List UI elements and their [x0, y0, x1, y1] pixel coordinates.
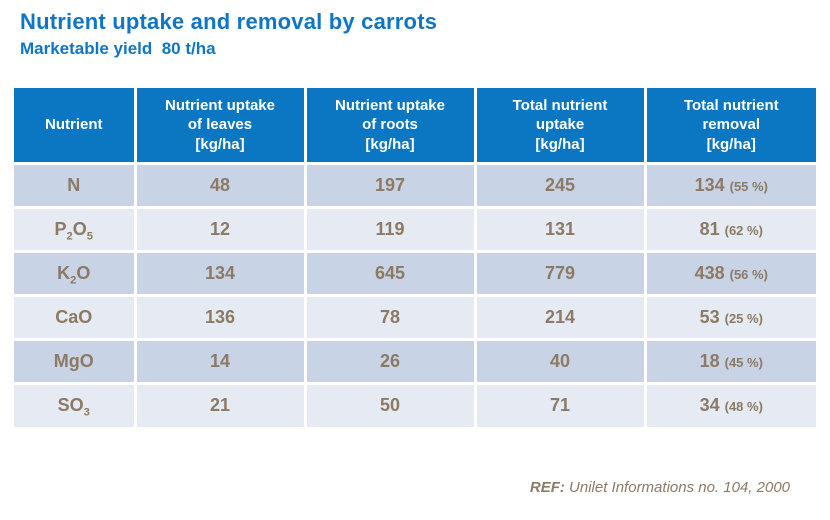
table-header-row: Nutrient Nutrient uptake of leaves [kg/ha] N…: [14, 88, 816, 163]
column-header-total-uptake: Total nutrient uptake [kg/ha]: [475, 88, 647, 163]
uptake-leaves-cell: 21: [135, 381, 307, 427]
uptake-leaves-cell: 14: [135, 337, 307, 383]
uptake-roots-cell: 26: [305, 337, 477, 383]
page-title: Nutrient uptake and removal by carrots: [20, 9, 438, 34]
nutrient-cell: K2O: [14, 249, 137, 295]
table-row: MgO 14 26 40 18 (45 %): [14, 337, 816, 383]
nutrient-cell: P2O5: [14, 205, 137, 251]
nutrient-table: Nutrient Nutrient uptake of leaves [kg/ha] N…: [14, 88, 816, 427]
total-uptake-cell: 40: [475, 337, 647, 383]
removal-value: 18: [699, 350, 720, 371]
table-row: SO3 21 50 71 34 (48 %): [14, 381, 816, 427]
nutrient-cell: MgO: [14, 337, 137, 383]
removal-value: 81: [699, 218, 720, 239]
nutrient-cell: N: [14, 161, 137, 207]
total-removal-cell: 53 (25 %): [645, 293, 816, 339]
uptake-roots-cell: 119: [305, 205, 477, 251]
table-row: P2O5 12 119 131 81 (62 %): [14, 205, 816, 251]
uptake-roots-cell: 645: [305, 249, 477, 295]
total-removal-cell: 18 (45 %): [645, 337, 816, 383]
uptake-roots-cell: 78: [305, 293, 477, 339]
removal-percent: (48 %): [724, 399, 763, 415]
removal-value: 438: [694, 262, 725, 283]
total-uptake-cell: 779: [475, 249, 647, 295]
reference-label: REF:: [529, 479, 565, 496]
uptake-roots-cell: 197: [305, 161, 477, 207]
removal-value: 134: [694, 174, 725, 195]
nutrient-cell: SO3: [14, 381, 137, 427]
total-uptake-cell: 131: [475, 205, 647, 251]
removal-percent: (56 %): [729, 266, 768, 282]
table-row: N 48 197 245 134 (55 %): [14, 161, 816, 207]
column-header-uptake-roots: Nutrient uptake of roots [kg/ha]: [305, 88, 477, 163]
column-header-nutrient: Nutrient: [14, 88, 137, 163]
reference-note: REF: Unilet Informations no. 104, 2000: [513, 462, 790, 513]
table-row: K2O 134 645 779 438 (56 %): [14, 249, 816, 295]
total-uptake-cell: 71: [475, 381, 647, 427]
removal-value: 34: [699, 395, 720, 416]
column-header-uptake-leaves: Nutrient uptake of leaves [kg/ha]: [135, 88, 307, 163]
table-row: CaO 136 78 214 53 (25 %): [14, 293, 816, 339]
uptake-leaves-cell: 12: [135, 205, 307, 251]
uptake-leaves-cell: 48: [135, 161, 307, 207]
uptake-leaves-cell: 136: [135, 293, 307, 339]
column-header-total-removal: Total nutrient removal [kg/ha]: [645, 88, 816, 163]
total-uptake-cell: 245: [475, 161, 647, 207]
removal-percent: (55 %): [729, 178, 768, 194]
removal-percent: (45 %): [724, 354, 763, 370]
reference-text: Unilet Informations no. 104, 2000: [564, 479, 790, 496]
total-removal-cell: 134 (55 %): [645, 161, 816, 207]
total-removal-cell: 34 (48 %): [645, 381, 816, 427]
nutrient-cell: CaO: [14, 293, 137, 339]
total-uptake-cell: 214: [475, 293, 647, 339]
removal-percent: (62 %): [724, 222, 763, 238]
removal-value: 53: [699, 306, 720, 327]
page-subtitle: Marketable yield 80 t/ha: [20, 39, 216, 58]
removal-percent: (25 %): [724, 310, 763, 326]
uptake-leaves-cell: 134: [135, 249, 307, 295]
uptake-roots-cell: 50: [305, 381, 477, 427]
total-removal-cell: 81 (62 %): [645, 205, 816, 251]
total-removal-cell: 438 (56 %): [645, 249, 816, 295]
